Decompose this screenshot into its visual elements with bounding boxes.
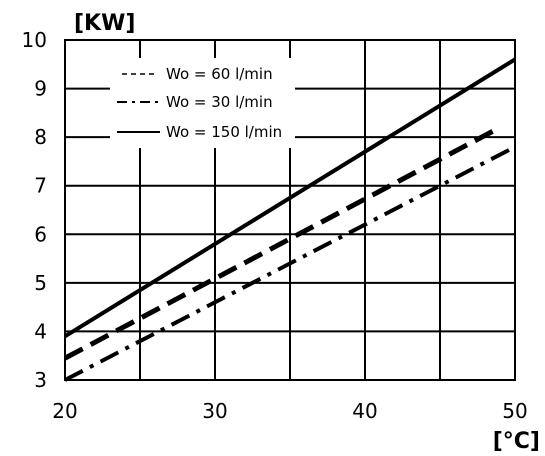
x-tick-label: 40 [352, 399, 377, 423]
y-tick-label: 5 [34, 271, 47, 295]
y-tick-label: 6 [34, 222, 47, 246]
series-line-2 [63, 57, 517, 338]
plot-frame [64, 39, 516, 381]
legend-label: Wo = 60 l/min [166, 65, 273, 83]
series-lines [63, 57, 517, 382]
y-tick-label: 9 [34, 77, 47, 101]
y-tick-label: 3 [34, 368, 47, 392]
legend-label: Wo = 150 l/min [166, 123, 282, 141]
legend-label: Wo = 30 l/min [166, 93, 273, 111]
series-line-1 [64, 145, 516, 382]
y-tick-label: 4 [34, 319, 47, 343]
legend: Wo = 60 l/min Wo = 30 l/min Wo = 150 l/min [110, 58, 295, 148]
tick-labels: 3 4 5 6 7 8 9 10 20 30 40 50 [22, 28, 528, 423]
y-axis-unit-label: [KW] [74, 11, 135, 36]
x-tick-label: 20 [52, 399, 77, 423]
x-tick-label: 30 [202, 399, 227, 423]
series-line-0 [63, 125, 502, 361]
y-tick-label: 10 [22, 28, 47, 52]
x-tick-label: 50 [502, 399, 527, 423]
y-tick-label: 7 [34, 174, 47, 198]
x-axis-unit-label: [°C] [493, 429, 540, 454]
y-tick-label: 8 [34, 125, 47, 149]
